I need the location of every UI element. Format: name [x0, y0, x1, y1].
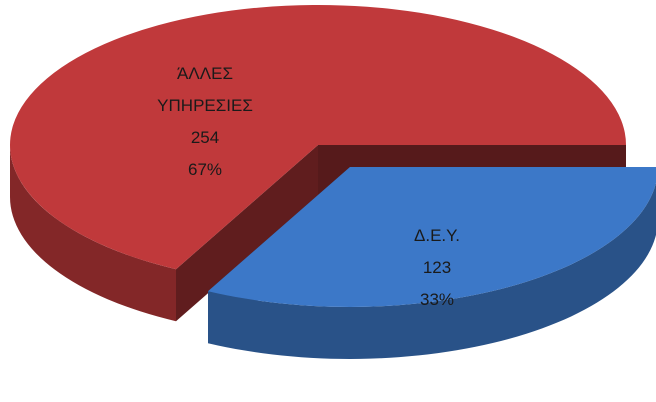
slice-side	[208, 182, 656, 359]
percent-label: 67%	[187, 160, 223, 179]
value-label: 123	[422, 258, 452, 277]
percent-label: 33%	[419, 290, 455, 309]
category-label: Δ.Ε.Υ.	[413, 226, 461, 245]
slice-label: ΆΛΛΕΣ ΥΠΗΡΕΣΙΕΣ 254 67%	[130, 58, 280, 186]
category-label: ΆΛΛΕΣ ΥΠΗΡΕΣΙΕΣ	[157, 64, 253, 115]
value-label: 254	[190, 128, 220, 147]
slice-label: Δ.Ε.Υ. 123 33%	[362, 220, 512, 316]
pie-slice	[208, 167, 656, 307]
slice-side	[10, 145, 176, 322]
pie-slice	[10, 4, 627, 270]
slice-cut-face	[176, 145, 318, 322]
